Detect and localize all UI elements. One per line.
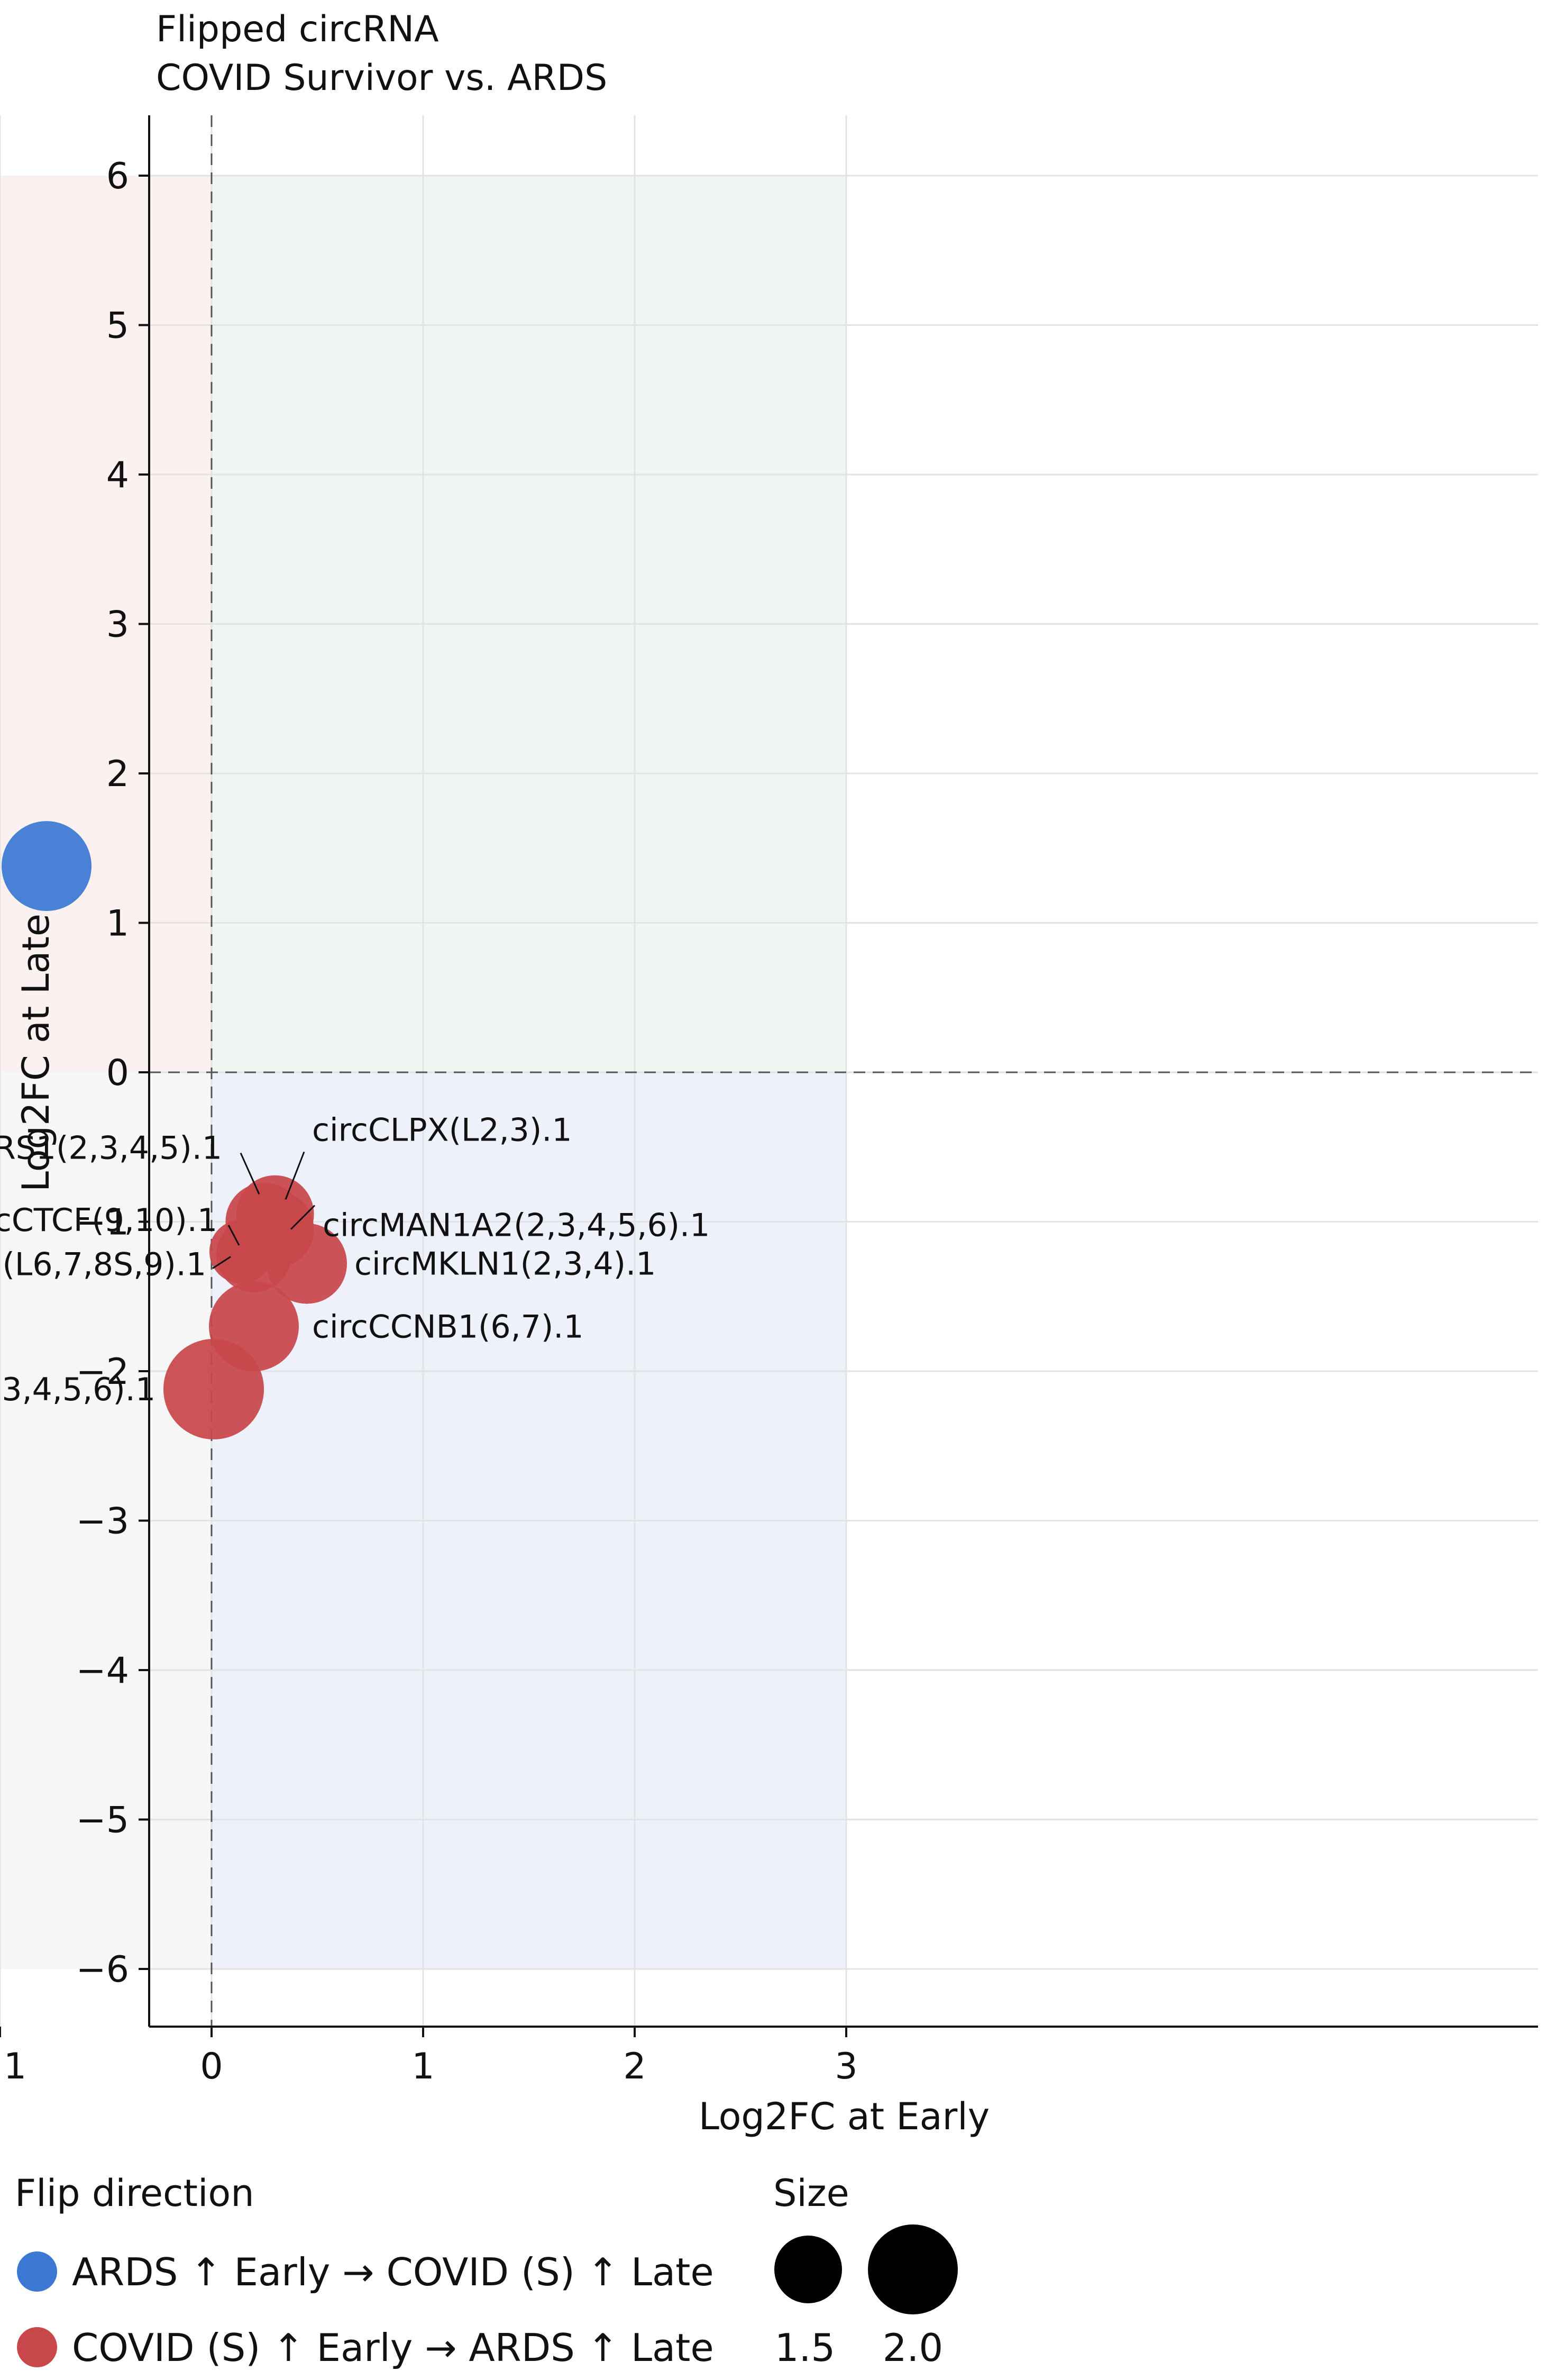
point-label: circCCNB1(6,7).1 [312,1308,584,1345]
x-tick-label: −1 [0,2046,26,2087]
y-tick-label: −3 [76,1501,129,1543]
x-tick-label: 0 [200,2046,223,2087]
chart-title-line-2: COVID Survivor vs. ARDS [156,57,607,99]
legend-size-marker-large [868,2224,958,2314]
y-tick-label: 4 [106,454,129,496]
legend-entry-red: COVID (S) ↑ Early → ARDS ↑ Late [72,2326,714,2370]
legend-size-label-large: 2.0 [883,2326,944,2370]
x-tick-label: 2 [623,2046,646,2087]
legend-marker-blue [17,2251,57,2292]
point-label: circHP1BP3(L6,7,8S,9).1 [0,1246,206,1283]
y-tick-label: −6 [76,1949,129,1991]
y-tick-label: −4 [76,1650,129,1692]
label-leader-line [240,1152,260,1195]
y-axis-ticks: 6 5 4 3 2 1 0 −1 −2 −3 −4 −5 −6 [76,156,149,1991]
legend-marker-red [17,2327,57,2367]
data-point [209,1219,273,1284]
legend-size-title: Size [773,2172,849,2215]
axes [148,115,1538,2028]
x-axis-label: Log2FC at Early [699,2095,990,2138]
legend-size-label-small: 1.5 [775,2326,836,2370]
legend-entry-blue: ARDS ↑ Early → COVID (S) ↑ Late [72,2250,714,2294]
point-label: circMAN1A2(2,3,4,5,6).1 [323,1207,710,1244]
y-tick-label: −2 [76,1351,129,1393]
chart-title-line-1: Flipped circRNA [156,8,439,50]
y-tick-label: −5 [76,1800,129,1841]
data-point [2,821,91,911]
y-tick-label: 3 [106,604,129,646]
x-tick-label: 3 [835,2046,857,2087]
label-leader-line [212,1256,231,1269]
x-tick-label: 1 [411,2046,434,2087]
legend: Flip direction ARDS ↑ Early → COVID (S) … [15,2172,958,2370]
data-point [209,1281,299,1372]
point-label: circCTCF(9,10).1 [0,1202,217,1239]
y-tick-label: 6 [106,156,129,197]
point-label: circRARS1(2,3,4,5).1 [0,1130,222,1167]
point-label: circSGMS1(2,3,4,5,6).1 [0,1371,155,1408]
y-tick-label: 1 [106,903,129,945]
point-label: circCLPX(L2,3).1 [312,1111,572,1148]
y-tick-label: 0 [106,1052,129,1094]
y-tick-label: −1 [76,1202,129,1244]
point-label: circMKLN1(2,3,4).1 [354,1246,656,1283]
y-tick-label: 2 [106,753,129,795]
label-leader-line [290,1205,316,1230]
reference-lines [149,115,1538,2027]
point-labels: circIRAK3(2,3,4,5,6).1circCLPX(L2,3).1ci… [0,1111,710,1408]
label-leader-lines [212,1151,316,1269]
label-leader-line [227,1225,240,1246]
label-leader-line [285,1151,305,1200]
legend-color-title: Flip direction [15,2172,254,2215]
y-tick-label: 5 [106,305,129,347]
y-axis-label: Log2FC at Late [14,914,58,1192]
legend-size-marker-small [774,2236,842,2303]
data-points [2,821,347,1439]
